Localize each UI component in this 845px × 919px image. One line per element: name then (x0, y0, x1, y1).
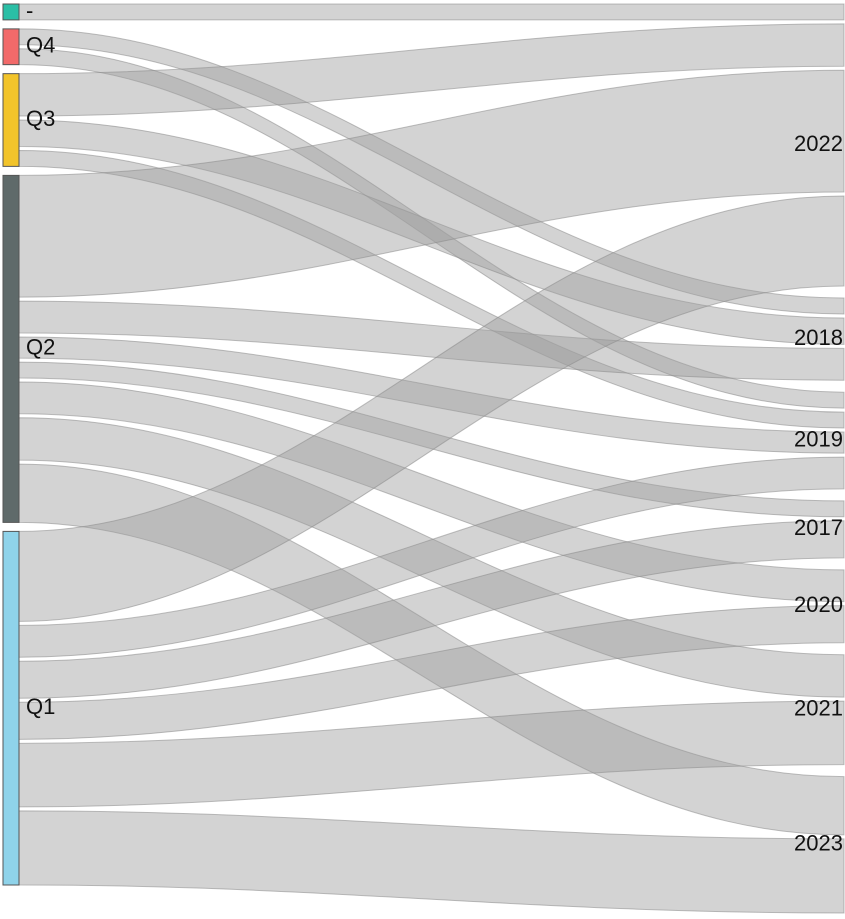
node-q1[interactable] (2, 530, 20, 886)
node-label-q2: Q2 (26, 335, 55, 360)
link-q1-to-y2022[interactable] (18, 195, 845, 622)
node-dash[interactable] (2, 3, 20, 21)
node-label-y2021: 2021 (794, 695, 843, 720)
link-q3-to-y2022[interactable] (18, 23, 845, 117)
link-q2-to-y2022[interactable] (18, 69, 845, 298)
link-q1-to-y2023[interactable] (18, 810, 845, 914)
node-label-y2019: 2019 (794, 426, 843, 451)
node-label-y2023: 2023 (794, 831, 843, 856)
node-label-dash: - (26, 0, 33, 23)
link-q4-to-y2019[interactable] (18, 48, 845, 409)
link-q1-to-y2017[interactable] (18, 520, 845, 699)
link-q2-to-y2017[interactable] (18, 361, 845, 518)
link-q2-to-y2019[interactable] (18, 336, 845, 454)
link-q2-to-y2021[interactable] (18, 417, 845, 698)
sankey-labels: - Q4 Q3 Q2 Q1 2022 2018 2019 2017 2020 2021 2023 (26, 0, 843, 856)
node-label-q1: Q1 (26, 694, 55, 719)
node-q4[interactable] (2, 28, 20, 66)
node-label-y2022: 2022 (794, 131, 843, 156)
link-q3-to-y2018[interactable] (18, 119, 845, 345)
link-dash-to-y2022[interactable] (18, 3, 845, 21)
node-label-y2017: 2017 (794, 515, 843, 540)
node-q3[interactable] (2, 73, 20, 167)
node-label-y2020: 2020 (794, 592, 843, 617)
link-q4-to-y2018[interactable] (18, 28, 845, 315)
sankey-links (18, 3, 845, 914)
link-q2-to-y2018[interactable] (18, 300, 845, 381)
node-label-q4: Q4 (26, 33, 55, 58)
link-q3-to-y2019[interactable] (18, 149, 845, 429)
sankey-nodes (2, 3, 20, 886)
link-q1-to-y2019[interactable] (18, 456, 845, 658)
link-q2-to-y2023[interactable] (18, 463, 845, 836)
link-q2-to-y2020[interactable] (18, 381, 845, 603)
node-label-y2018: 2018 (794, 325, 843, 350)
link-q1-to-y2021[interactable] (18, 700, 845, 808)
link-q1-to-y2020[interactable] (18, 605, 845, 740)
node-label-q3: Q3 (26, 106, 55, 131)
node-q2[interactable] (2, 174, 20, 523)
